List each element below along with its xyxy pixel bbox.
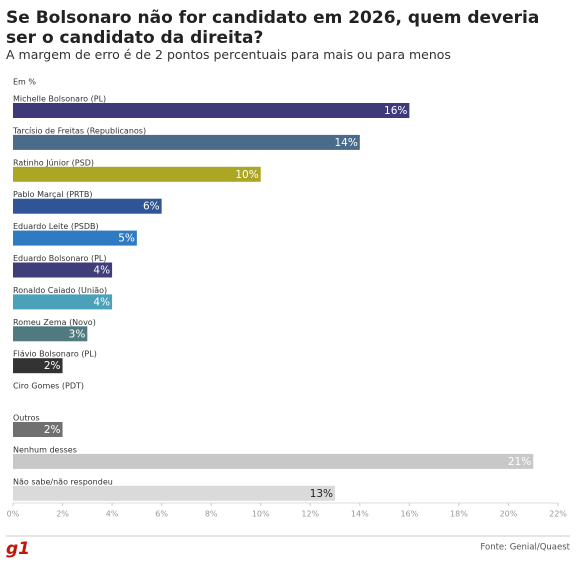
bar xyxy=(13,453,534,469)
value-label: 21% xyxy=(508,456,531,468)
category-label: Ratinho Júnior (PSD) xyxy=(13,158,94,167)
value-label: 2% xyxy=(44,360,61,372)
category-label: Romeu Zema (Novo) xyxy=(13,318,96,327)
bar xyxy=(13,485,336,501)
value-label: 4% xyxy=(93,265,110,277)
bar xyxy=(13,326,88,342)
source: Fonte: Genial/Quaest xyxy=(480,543,570,553)
x-tick-label: 8% xyxy=(205,510,218,519)
bar xyxy=(13,358,63,374)
category-label: Michelle Bolsonaro (PL) xyxy=(13,95,106,104)
x-tick-label: 22% xyxy=(549,510,567,519)
value-label: 6% xyxy=(143,201,160,213)
category-label: Eduardo Leite (PSDB) xyxy=(13,222,99,231)
value-label: 5% xyxy=(118,233,135,245)
x-tick-label: 4% xyxy=(106,510,119,519)
category-label: Ciro Gomes (PDT) xyxy=(13,382,84,391)
bar xyxy=(13,262,113,278)
value-label: 2% xyxy=(44,424,61,436)
bar xyxy=(13,166,261,182)
bar xyxy=(13,230,137,246)
value-label: 10% xyxy=(235,169,258,181)
x-tick-label: 12% xyxy=(301,510,319,519)
category-label: Eduardo Bolsonaro (PL) xyxy=(13,254,106,263)
x-tick-label: 20% xyxy=(500,510,518,519)
category-label: Tarcísio de Freitas (Republicanos) xyxy=(12,126,146,135)
category-label: Pablo Marçal (PRTB) xyxy=(13,190,93,199)
x-tick-label: 2% xyxy=(56,510,69,519)
category-label: Outros xyxy=(13,414,40,423)
value-label: 4% xyxy=(93,296,110,308)
x-tick-label: 10% xyxy=(252,510,270,519)
category-label: Flávio Bolsonaro (PL) xyxy=(13,350,97,359)
x-tick-label: 6% xyxy=(155,510,168,519)
x-tick-label: 18% xyxy=(450,510,468,519)
value-label: 16% xyxy=(384,105,407,117)
category-label: Ronaldo Caiado (União) xyxy=(13,286,107,295)
value-label: 3% xyxy=(69,328,86,340)
x-tick-label: 0% xyxy=(7,510,20,519)
unit-note: Em % xyxy=(13,78,36,87)
logo: g1 xyxy=(6,539,30,559)
chart-subtitle: A margem de erro é de 2 pontos percentua… xyxy=(6,47,451,62)
value-label: 14% xyxy=(334,137,357,149)
x-tick-label: 14% xyxy=(351,510,369,519)
chart-title: Se Bolsonaro não for candidato em 2026, … xyxy=(6,8,540,48)
bar xyxy=(13,422,63,437)
category-label: Nenhum desses xyxy=(13,445,77,454)
category-label: Não sabe/não respondeu xyxy=(13,477,113,486)
x-tick-label: 16% xyxy=(400,510,418,519)
bar xyxy=(13,134,360,150)
value-label: 13% xyxy=(310,488,333,500)
bar xyxy=(13,294,113,310)
bar xyxy=(13,198,162,214)
bar xyxy=(13,103,410,118)
